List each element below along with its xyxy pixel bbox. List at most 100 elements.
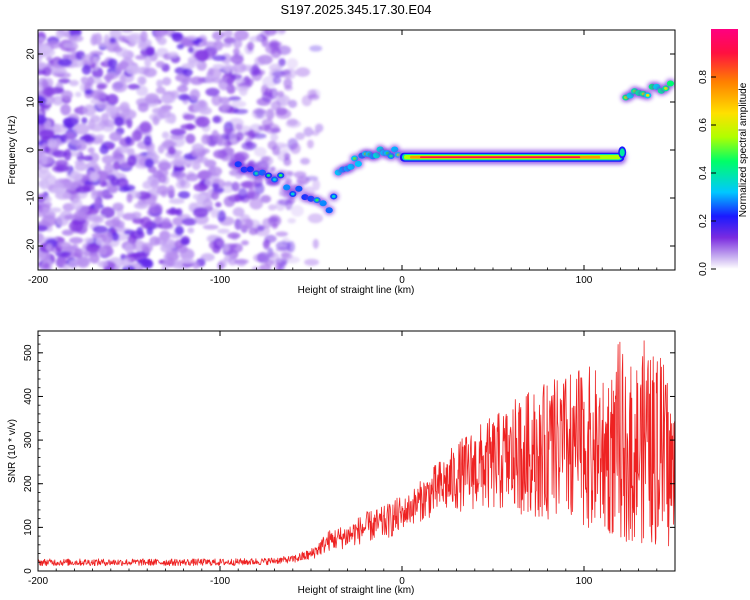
noise-blob <box>175 208 183 217</box>
trace-core <box>354 160 362 167</box>
noise-blob <box>76 257 90 269</box>
noise-blob <box>124 243 135 254</box>
snr-ytick-label: 500 <box>23 344 34 361</box>
noise-blob <box>144 158 154 169</box>
noise-blob <box>232 62 247 74</box>
noise-blob <box>89 171 100 182</box>
noise-blob <box>262 217 273 229</box>
noise-blob <box>309 45 323 52</box>
trace-core <box>319 200 327 207</box>
snr-ytick-label: 300 <box>23 431 34 448</box>
noise-blob <box>231 181 240 192</box>
noise-blob <box>223 255 234 262</box>
noise-blob <box>82 155 93 162</box>
noise-blob <box>277 199 291 206</box>
noise-blob <box>149 236 161 246</box>
trace-core <box>246 166 254 173</box>
noise-blob <box>182 38 193 47</box>
noise-blob <box>47 138 58 149</box>
noise-blob <box>99 180 108 188</box>
noise-blob <box>60 90 73 100</box>
noise-blob <box>101 231 113 244</box>
heatmap-ytick-label: -10 <box>26 190 37 205</box>
trace-descending <box>233 159 339 215</box>
noise-blob <box>60 133 67 143</box>
noise-blob <box>212 31 224 41</box>
noise-blob <box>264 234 277 243</box>
noise-blob <box>38 232 45 244</box>
noise-blob <box>179 248 195 261</box>
noise-blob <box>239 86 248 97</box>
noise-blob <box>176 43 185 50</box>
snr-ytick-label: 0 <box>23 568 34 574</box>
colorbar-tick-label: 0.0 <box>698 262 709 276</box>
noise-blob <box>270 100 281 111</box>
noise-blob <box>60 103 71 116</box>
noise-blob <box>271 223 278 230</box>
noise-blob <box>46 55 53 62</box>
noise-blob <box>55 30 64 39</box>
noise-blob <box>278 58 287 67</box>
noise-blob <box>229 131 237 142</box>
noise-blob <box>38 114 47 125</box>
noise-blob <box>62 54 69 60</box>
noise-blob <box>62 264 70 270</box>
colorbar: 0.0 0.2 0.4 0.6 0.8 Normalized spectral ampl… <box>698 29 749 276</box>
heatmap-xlabel: Height of straight line (km) <box>298 285 415 296</box>
noise-blob <box>312 238 319 249</box>
noise-blob <box>100 206 115 219</box>
noise-blob <box>240 181 254 188</box>
noise-blob <box>112 150 121 160</box>
noise-blob <box>305 175 319 181</box>
noise-blob <box>156 185 169 196</box>
heatmap-xtick-label: -200 <box>28 275 48 286</box>
noise-blob <box>97 42 111 48</box>
noise-blob <box>140 258 153 269</box>
trace-peak <box>278 173 283 177</box>
noise-blob <box>269 166 276 172</box>
noise-blob <box>213 149 228 159</box>
noise-blob <box>222 243 230 252</box>
noise-blob <box>146 227 154 236</box>
noise-blob <box>160 94 174 102</box>
noise-blob <box>238 187 248 200</box>
heatmap-xtick-label: 0 <box>399 275 405 286</box>
noise-blob <box>111 232 120 242</box>
noise-blob <box>182 77 190 86</box>
noise-blob <box>288 99 298 108</box>
noise-blob <box>267 251 276 258</box>
noise-blob <box>192 261 200 270</box>
snr-ytick-label: 200 <box>23 475 34 492</box>
noise-blob <box>180 238 190 246</box>
noise-blob <box>45 243 53 251</box>
noise-blob <box>307 213 324 224</box>
noise-blob <box>121 258 131 268</box>
noise-blob <box>191 143 205 153</box>
noise-blob <box>177 191 191 199</box>
trace-peak <box>266 174 271 177</box>
noise-blob <box>202 198 213 211</box>
colorbar-label: Normalized spectral amplitude <box>738 82 749 217</box>
noise-blob <box>258 124 272 132</box>
noise-blob <box>187 46 194 54</box>
noise-blob <box>70 59 85 68</box>
noise-blob <box>63 132 76 140</box>
noise-blob <box>91 77 103 85</box>
noise-blob <box>155 215 162 225</box>
trace-peak <box>331 195 336 198</box>
noise-blob <box>69 139 86 146</box>
noise-blob <box>240 218 254 230</box>
noise-blob <box>202 41 219 48</box>
noise-blob <box>281 252 293 260</box>
snr-ytick-label: 100 <box>23 519 34 536</box>
noise-blob <box>71 197 83 210</box>
noise-blob <box>234 131 244 142</box>
noise-blob <box>265 108 275 120</box>
noise-blob <box>280 69 292 75</box>
noise-blob <box>211 183 220 189</box>
noise-blob <box>182 217 197 226</box>
noise-blob <box>69 236 84 244</box>
noise-blob <box>101 154 115 165</box>
noise-blob <box>215 201 222 208</box>
trace-peak <box>254 172 259 175</box>
